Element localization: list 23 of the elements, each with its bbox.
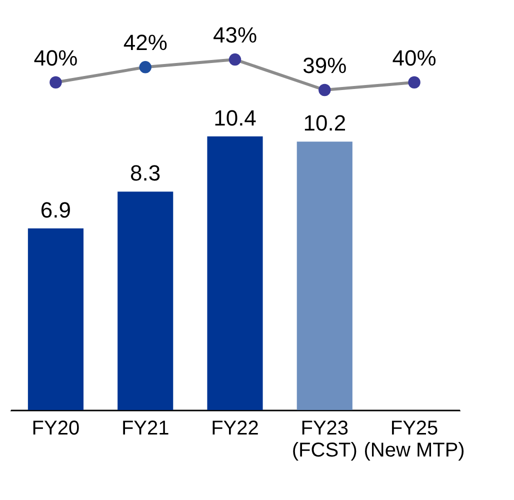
bar [28,228,84,410]
data-label: 10.4 [214,105,256,130]
bar [118,192,174,410]
x-tick-label: FY22 [211,418,259,440]
x-tick-label: FY25 (New MTP) [364,418,465,462]
point [139,61,152,74]
data-label: 39% [302,53,347,78]
data-label: 40% [34,45,78,70]
data-label: 40% [392,45,436,70]
x-tick-label: FY23 (FCST) [292,418,358,462]
x-tick-label: FY21 [121,418,170,440]
bar [296,142,352,410]
point [318,84,331,96]
bar [207,136,263,410]
point [408,76,420,88]
data-label: 10.2 [303,110,346,136]
data-label: 8.3 [130,160,161,186]
data-label: 6.9 [40,197,72,222]
x-tick-label: FY20 [32,418,80,440]
data-label: 42% [123,30,168,56]
point [228,53,242,66]
point [50,76,62,88]
data-label: 43% [212,22,258,48]
